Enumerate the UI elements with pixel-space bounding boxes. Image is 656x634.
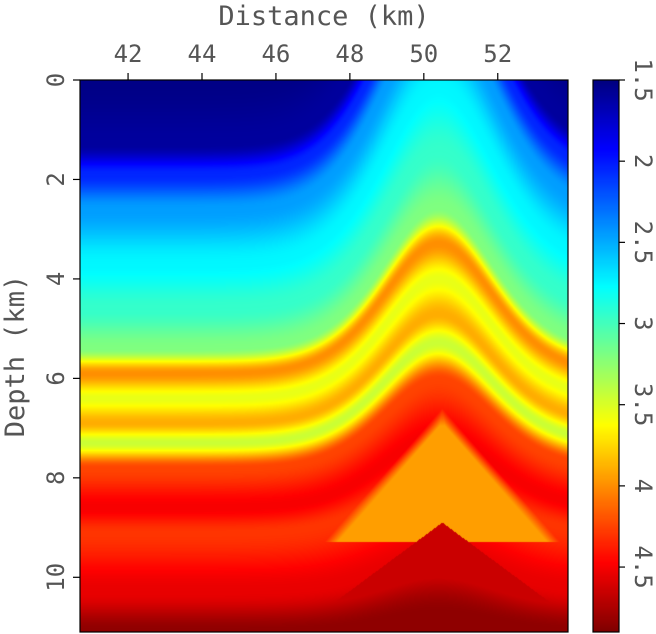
colorbar: 1.5 2 2.5 3 3.5 4 4.5 xyxy=(592,58,656,633)
y-tick-label: 4 xyxy=(42,272,70,286)
colorbar-tick-label: 3.5 xyxy=(629,383,656,426)
colorbar-tick-label: 3 xyxy=(629,316,656,330)
plot-frame xyxy=(79,79,569,633)
x-tick-label: 42 xyxy=(114,40,143,68)
colorbar-axis: 1.5 2 2.5 3 3.5 4 4.5 xyxy=(619,58,656,589)
x-axis-label: Distance (km) xyxy=(218,1,429,32)
colorbar-frame xyxy=(592,79,620,633)
colorbar-tick-label: 1.5 xyxy=(629,58,656,101)
y-axis: 0 2 4 6 8 10 xyxy=(42,73,80,592)
velocity-heatmap xyxy=(80,80,568,632)
colorbar-tick-label: 2 xyxy=(629,154,656,168)
x-tick-label: 46 xyxy=(261,40,290,68)
colorbar-tick-label: 4 xyxy=(629,479,656,493)
x-tick-label: 52 xyxy=(483,40,512,68)
colorbar-tick-label: 2.5 xyxy=(629,221,656,264)
x-tick-label: 50 xyxy=(409,40,438,68)
y-tick-label: 6 xyxy=(42,371,70,385)
y-tick-label: 10 xyxy=(42,563,70,592)
y-tick-label: 8 xyxy=(42,471,70,485)
x-tick-label: 44 xyxy=(188,40,217,68)
y-axis-label: Depth (km) xyxy=(0,275,31,438)
colorbar-gradient xyxy=(593,80,619,632)
y-tick-label: 2 xyxy=(42,172,70,186)
plot-area xyxy=(79,79,569,633)
x-tick-label: 48 xyxy=(335,40,364,68)
x-axis: 42 44 46 48 50 52 xyxy=(114,40,512,80)
colorbar-tick-label: 4.5 xyxy=(629,545,656,588)
y-tick-label: 0 xyxy=(42,73,70,87)
